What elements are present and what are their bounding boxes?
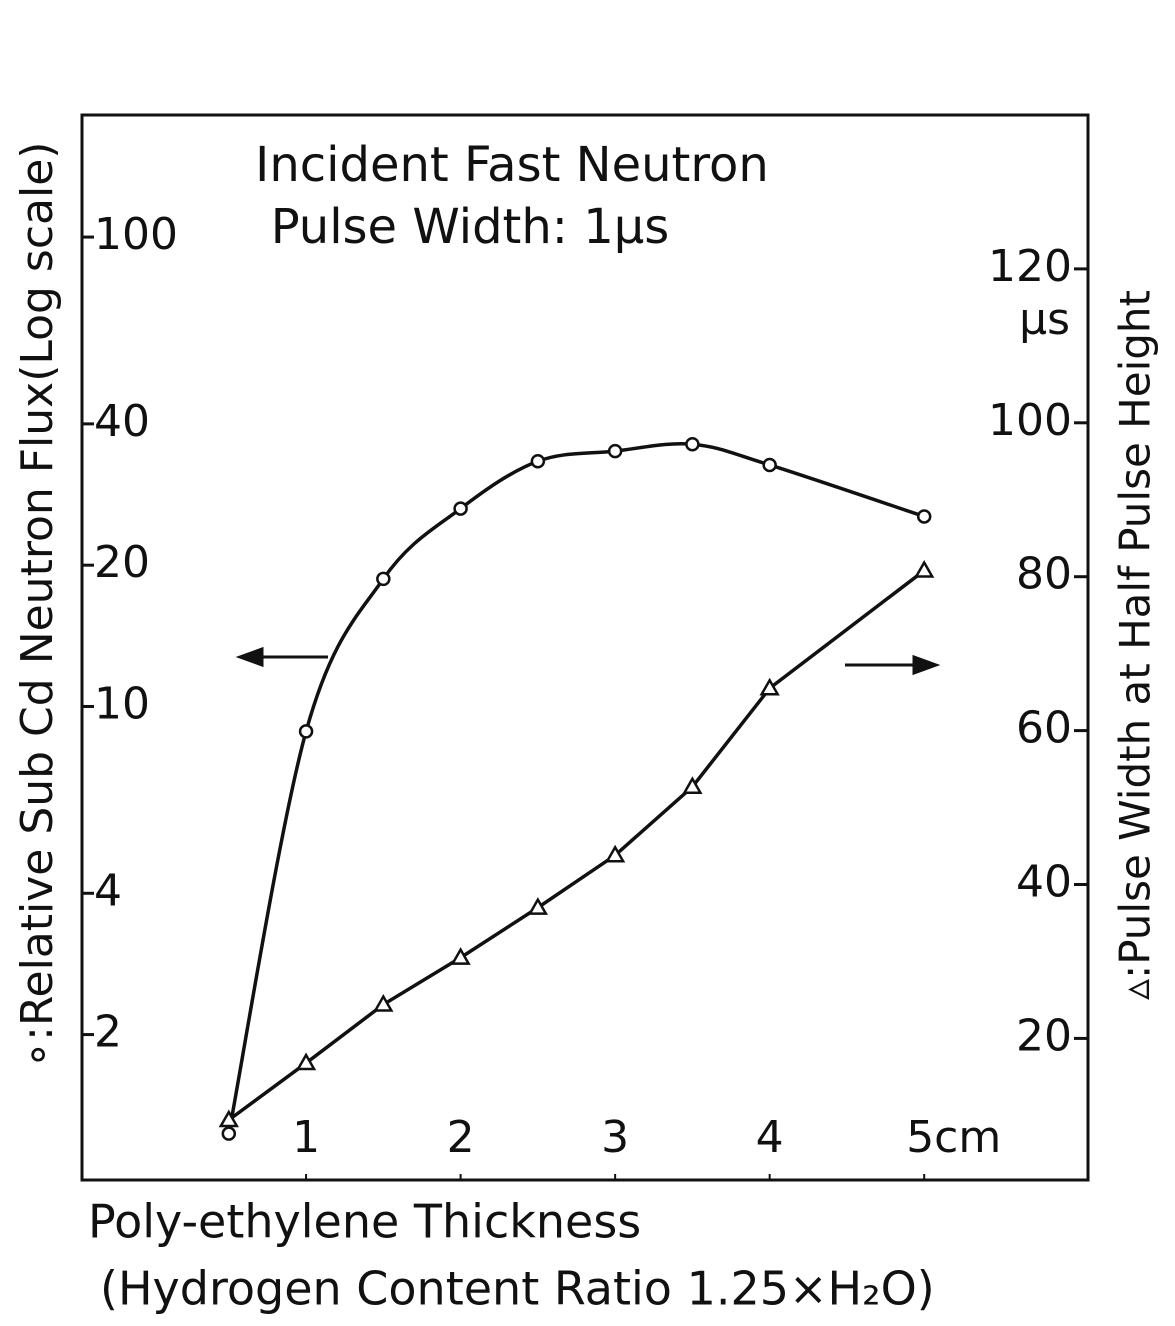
y2-unit: μs — [1019, 294, 1070, 345]
x-tick-label: 1 — [292, 1112, 320, 1163]
y-tick-label: 4 — [94, 865, 122, 916]
y-tick-label: 10 — [94, 678, 150, 729]
data-point — [604, 844, 626, 863]
x-tick-label: 4 — [756, 1112, 784, 1163]
y-tick-label: 20 — [94, 537, 150, 588]
y-tick-label: 100 — [94, 209, 178, 260]
data-point — [298, 724, 314, 739]
data-point — [376, 571, 391, 587]
y-tick-label: 40 — [94, 396, 150, 447]
data-point — [453, 501, 468, 516]
x-axis-label: (Hydrogen Content Ratio 1.25×H₂O) — [100, 1262, 935, 1316]
y-tick-label: 2 — [94, 1007, 122, 1058]
data-point — [762, 457, 777, 473]
y2-tick-label: 60 — [1016, 703, 1072, 754]
chart-title: Incident Fast Neutron — [255, 137, 769, 193]
right-arrow — [845, 654, 941, 676]
data-point — [221, 1126, 237, 1141]
y2-tick-label: 80 — [1016, 549, 1072, 600]
data-point — [759, 677, 780, 696]
y-axis-label: ∘:Relative Sub Cd Neutron Flux(Log scale… — [12, 142, 63, 1069]
data-point — [914, 560, 935, 578]
data-point — [450, 947, 471, 965]
y2-tick-label: 20 — [1016, 1010, 1072, 1061]
data-point — [218, 1109, 239, 1128]
x-axis-label: Poly-ethylene Thickness — [88, 1195, 641, 1249]
data-point — [527, 897, 549, 915]
y2-axis-label: ▵:Pulse Width at Half Pulse Height — [1111, 290, 1160, 1000]
x-tick-label: 5cm — [906, 1112, 1001, 1163]
chart-subtitle: Pulse Width: 1μs — [271, 199, 670, 255]
left-arrow — [235, 646, 328, 668]
x-tick-label: 2 — [447, 1112, 475, 1163]
data-point — [685, 436, 700, 452]
data-point — [530, 453, 546, 469]
data-point — [682, 776, 703, 795]
y2-tick-label: 40 — [1016, 857, 1072, 908]
data-point — [295, 1052, 317, 1071]
data-point — [373, 994, 394, 1012]
x-tick-label: 3 — [601, 1112, 629, 1163]
plot-frame — [80, 113, 1090, 1182]
y2-tick-label: 100 — [988, 395, 1072, 446]
data-point — [916, 509, 932, 524]
data-point — [607, 443, 623, 459]
series-line — [227, 442, 925, 1135]
y2-tick-label: 120 — [988, 241, 1072, 292]
